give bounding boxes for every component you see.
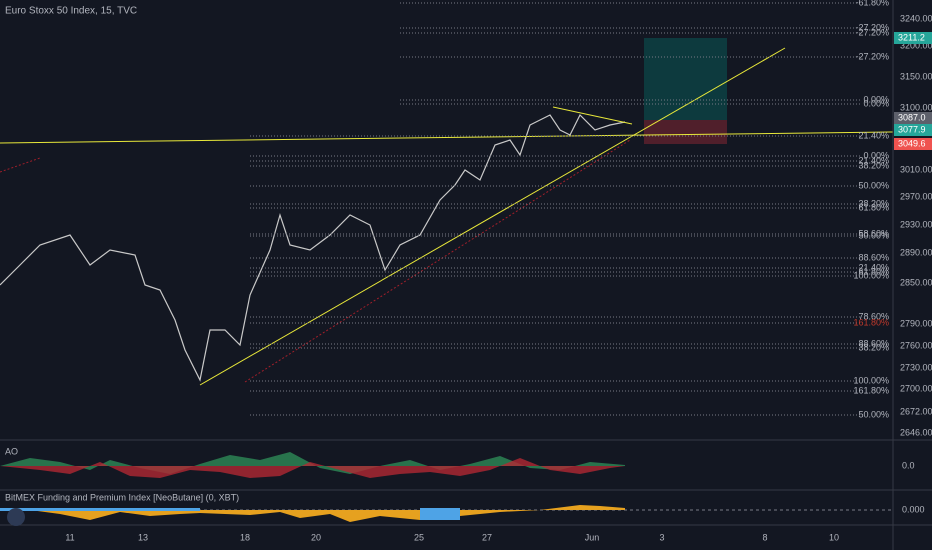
time-label: 18 — [240, 532, 250, 542]
fib-label: 0.00% — [863, 94, 889, 104]
price-label: 2930.00 — [900, 219, 932, 229]
fib-label: 50.00% — [858, 180, 889, 190]
price-series — [0, 113, 626, 382]
fib-label: -27.20% — [855, 27, 889, 37]
price-badge-label: 3049.6 — [898, 138, 926, 148]
fib-label: 58.60% — [858, 228, 889, 238]
long-target-zone — [644, 38, 727, 120]
price-label: 2672.00 — [900, 406, 932, 416]
price-label: 2730.00 — [900, 362, 932, 372]
pane-title: BitMEX Funding and Premium Index [NeoBut… — [5, 492, 239, 502]
funding-bars — [30, 505, 625, 522]
price-badge — [894, 112, 932, 124]
fib-label: 161.80% — [853, 317, 889, 327]
fib-label: 38.20% — [858, 342, 889, 352]
triangle-line — [552, 106, 633, 125]
logo — [7, 508, 25, 526]
fib-label: 50.00% — [858, 230, 889, 240]
fib-label: 100.00% — [853, 270, 889, 280]
ao-histogram — [0, 458, 625, 478]
price-badge-label: 3211.2 — [898, 32, 925, 42]
price-label: 2760.00 — [900, 340, 932, 350]
price-label: 3010.00 — [900, 164, 932, 174]
chart-title: Euro Stoxx 50 Index, 15, TVC — [5, 6, 137, 17]
fib-label: -27.20% — [855, 22, 889, 32]
fib-label: 88.60% — [858, 252, 889, 262]
time-label: 13 — [138, 532, 148, 542]
fib-label: -61.80% — [855, 0, 889, 7]
fib-label: 61.80% — [858, 202, 889, 212]
fib-label: 61.80% — [858, 266, 889, 276]
channel-line — [0, 157, 41, 173]
fib-label: -27.20% — [855, 51, 889, 61]
price-label: 2790.00 — [900, 318, 932, 328]
price-label: 2890.00 — [900, 247, 932, 257]
fib-label: 50.00% — [858, 409, 889, 419]
price-badge — [894, 32, 932, 44]
time-label: 3 — [659, 532, 664, 542]
price-label: 3100.00 — [900, 102, 932, 112]
trend-line — [199, 47, 786, 386]
fib-label: 21.40% — [858, 130, 889, 140]
time-label: 11 — [65, 532, 74, 542]
pane-axis-label: 0.000 — [902, 504, 925, 514]
fib-label: 100.00% — [853, 375, 889, 385]
time-label: 8 — [762, 532, 767, 542]
long-stop-zone — [644, 120, 727, 144]
fib-label: 78.60% — [858, 311, 889, 321]
time-label: Jun — [585, 532, 600, 542]
time-label: 10 — [829, 532, 839, 542]
price-label: 2850.00 — [900, 277, 932, 287]
fib-label: 161.80% — [853, 385, 889, 395]
pane-title: AO — [5, 446, 18, 456]
price-badge-label: 3077.9 — [898, 124, 926, 134]
price-label: 2646.00 — [900, 427, 932, 437]
funding-bars — [0, 508, 460, 520]
fib-label: 21.40% — [858, 155, 889, 165]
fib-label: 38.20% — [858, 160, 889, 170]
price-label: 2700.00 — [900, 383, 932, 393]
price-label: 3240.00 — [900, 13, 932, 23]
price-badge — [894, 138, 932, 150]
pane-axis-label: 0.0 — [902, 460, 915, 470]
time-label: 27 — [482, 532, 492, 542]
fib-label: 88.60% — [858, 338, 889, 348]
price-label: 2970.00 — [900, 191, 932, 201]
time-label: 20 — [311, 532, 321, 542]
fib-label: 0.00% — [863, 150, 889, 160]
trend-line — [0, 131, 894, 144]
price-label: 3150.00 — [900, 71, 932, 81]
price-label: 3200.00 — [900, 40, 932, 50]
time-label: 25 — [414, 532, 424, 542]
fib-label: 0.00% — [863, 98, 889, 108]
price-badge — [894, 124, 932, 136]
fib-label: 38.20% — [858, 198, 889, 208]
fib-label: 21.40% — [858, 262, 889, 272]
price-badge-label: 3087.0 — [898, 112, 926, 122]
